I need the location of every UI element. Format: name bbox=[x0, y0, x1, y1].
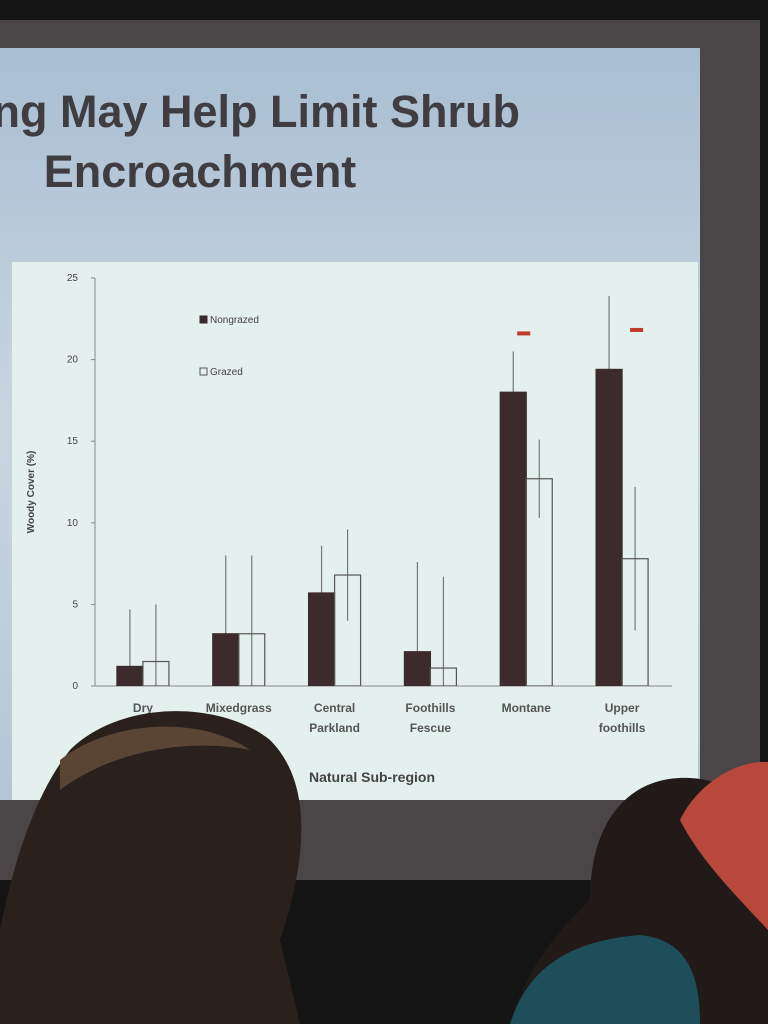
bar bbox=[238, 633, 266, 686]
y-tick-label: 5 bbox=[72, 599, 78, 610]
y-tick-label: 15 bbox=[67, 436, 79, 447]
x-tick-label: Foothills Fescue bbox=[405, 701, 455, 735]
bar bbox=[403, 651, 432, 686]
x-axis-label: Natural Sub-region bbox=[309, 769, 435, 785]
bar bbox=[595, 368, 623, 686]
bar bbox=[142, 660, 170, 686]
bar bbox=[621, 558, 649, 686]
audience-head bbox=[0, 711, 302, 1024]
audience-jacket bbox=[510, 935, 700, 1024]
bar bbox=[525, 478, 553, 686]
x-tick-label: Central Parkland bbox=[309, 701, 360, 735]
hair-highlight bbox=[60, 726, 250, 790]
legend-swatch bbox=[199, 367, 208, 376]
bar bbox=[499, 391, 527, 686]
bar bbox=[307, 592, 336, 686]
plot: 0510152025DryMixedgrassMixedgrassCentral… bbox=[67, 273, 649, 735]
bar bbox=[116, 665, 144, 686]
y-tick-label: 10 bbox=[67, 518, 79, 529]
x-tick-label: Montane bbox=[502, 701, 552, 715]
y-tick-label: 20 bbox=[67, 355, 79, 366]
legend-label: Grazed bbox=[210, 367, 243, 378]
legend-swatch bbox=[199, 315, 208, 324]
audience-cap bbox=[680, 761, 768, 930]
chart-area bbox=[12, 262, 698, 800]
y-tick-label: 25 bbox=[67, 273, 79, 284]
significance-marker bbox=[517, 331, 531, 336]
bar bbox=[429, 667, 458, 686]
y-axis-label: Woody Cover (%) bbox=[26, 451, 37, 534]
legend-label: Nongrazed bbox=[210, 315, 259, 326]
bars-group bbox=[116, 295, 649, 686]
bar bbox=[212, 633, 240, 686]
x-tick-label: Upper foothills bbox=[599, 701, 646, 735]
significance-marker bbox=[630, 327, 644, 332]
y-tick-label: 0 bbox=[72, 681, 78, 692]
x-tick-label: Mixedgrass bbox=[206, 701, 272, 715]
bar bbox=[333, 574, 362, 686]
slide-title: Grazing May Help Limit Shrub Encroachmen… bbox=[0, 86, 521, 197]
